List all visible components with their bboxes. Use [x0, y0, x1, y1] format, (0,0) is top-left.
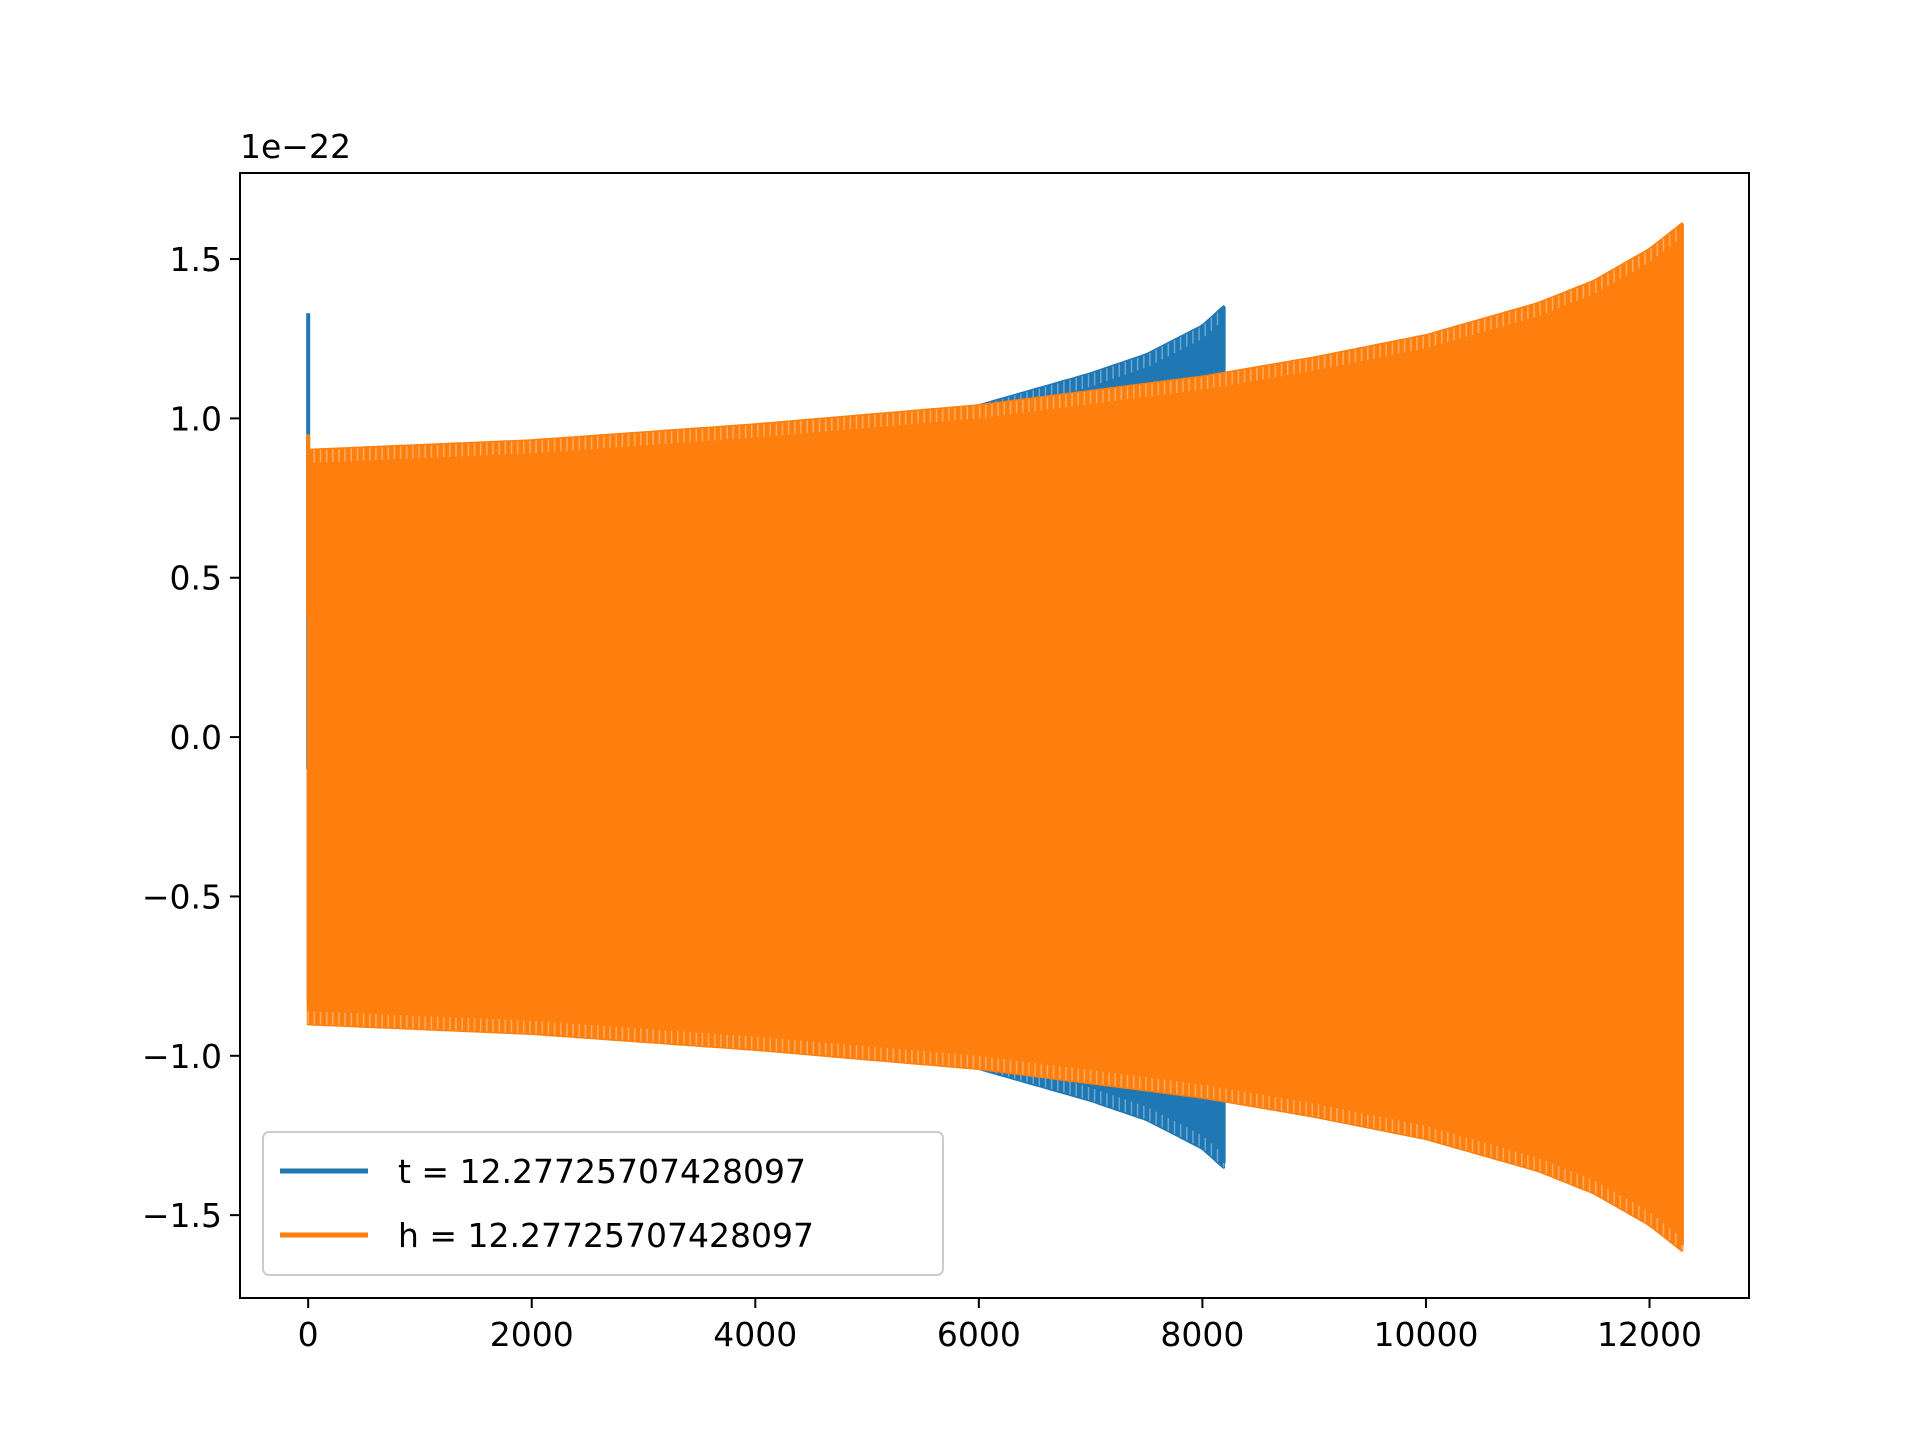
legend-box: [262, 1131, 944, 1276]
y-tick-label: −0.5: [142, 877, 222, 916]
x-tick-label: 2000: [490, 1315, 574, 1354]
series-1-band: [306, 222, 1684, 1252]
x-tick-label: 8000: [1160, 1315, 1244, 1354]
legend-label-1: h = 12.27725707428097: [398, 1216, 814, 1255]
x-tick-label: 0: [298, 1315, 319, 1354]
series-layer: [306, 222, 1684, 1252]
y-axis: 1.5 1.0 0.5 0.0 −0.5 −1.0 −1.5: [142, 240, 240, 1235]
y-tick-label: −1.5: [142, 1196, 222, 1235]
y-tick-label: 0.0: [170, 718, 222, 757]
y-offset-text: 1e−22: [240, 127, 351, 166]
y-tick-label: 1.5: [170, 240, 222, 279]
axes-frame: [239, 172, 1750, 1299]
x-tick-label: 4000: [713, 1315, 797, 1354]
y-tick-label: 1.0: [170, 399, 222, 438]
x-tick-label: 6000: [937, 1315, 1021, 1354]
y-tick-label: 0.5: [170, 559, 222, 598]
legend: t = 12.27725707428097 h = 12.277257074280…: [262, 1131, 944, 1276]
x-tick-label: 12000: [1597, 1315, 1702, 1354]
y-tick-label: −1.0: [142, 1037, 222, 1076]
series-1: [306, 222, 1684, 1252]
legend-label-0: t = 12.27725707428097: [398, 1152, 806, 1191]
x-tick-label: 10000: [1373, 1315, 1478, 1354]
x-axis: 0 2000 4000 6000 8000 10000 12000: [298, 1298, 1702, 1354]
